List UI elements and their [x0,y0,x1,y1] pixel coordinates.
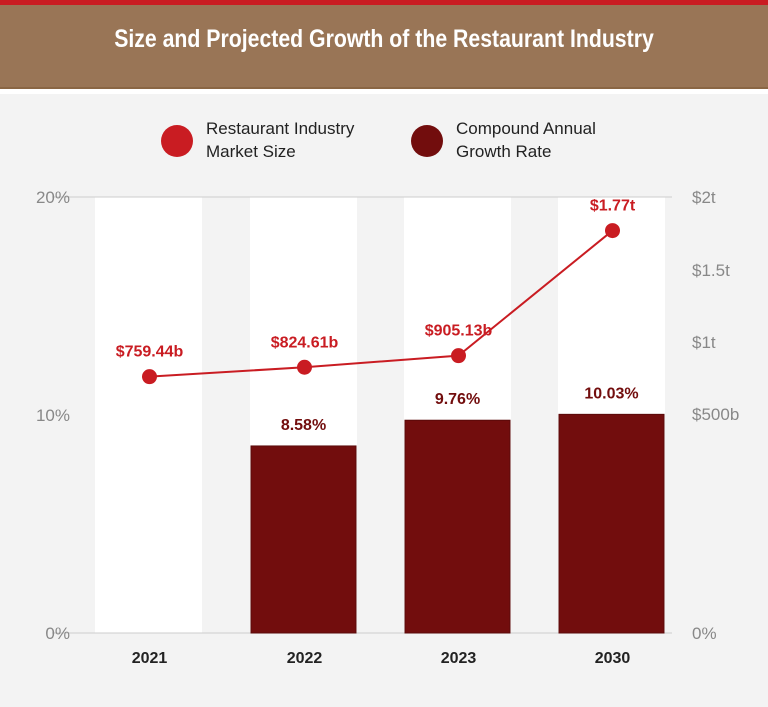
x-axis-category-label: 2021 [132,650,168,667]
left-axis-tick-label: 20% [36,188,70,207]
top-accent-bar [0,0,768,5]
x-axis-category-label: 2022 [287,650,323,667]
cagr-data-label: 8.58% [281,417,326,434]
cagr-bar [558,413,665,634]
market-size-point [605,223,620,239]
cagr-data-label: 9.76% [435,391,480,408]
legend-label-market-size-1: Restaurant Industry [206,119,355,138]
market-size-point [451,348,466,364]
right-axis-tick-label: $1.5t [692,261,730,280]
market-size-data-label: $759.44b [116,344,184,361]
column-background [95,197,202,633]
cagr-bar [404,419,511,634]
market-size-point [142,369,157,385]
legend-label-market-size-2: Market Size [206,142,296,161]
x-axis-category-label: 2023 [441,650,477,667]
cagr-data-label: 10.03% [584,385,638,402]
cagr-bar [250,445,357,634]
market-size-point [297,359,312,375]
right-axis-tick-label: $2t [692,188,716,207]
legend-label-cagr-1: Compound Annual [456,119,596,138]
x-axis-category-label: 2030 [595,650,631,667]
legend: Restaurant Industry Market Size Compound… [161,119,596,161]
legend-label-cagr-2: Growth Rate [456,142,551,161]
left-axis-tick-label: 0% [45,624,70,643]
market-size-data-label: $1.77t [590,198,636,215]
chart-title: Size and Projected Growth of the Restaur… [114,25,654,53]
market-size-line [149,229,614,378]
left-axis-tick-label: 10% [36,406,70,425]
legend-marker-cagr [411,125,443,157]
header-banner [0,5,768,89]
market-size-data-label: $905.13b [425,323,493,340]
right-axis-tick-label: 0% [692,624,717,643]
header-divider [0,89,768,94]
market-size-data-label: $824.61b [271,334,339,351]
right-axis-tick-label: $1t [692,333,716,352]
legend-marker-market-size [161,125,193,157]
right-axis-tick-label: $500b [692,405,739,424]
